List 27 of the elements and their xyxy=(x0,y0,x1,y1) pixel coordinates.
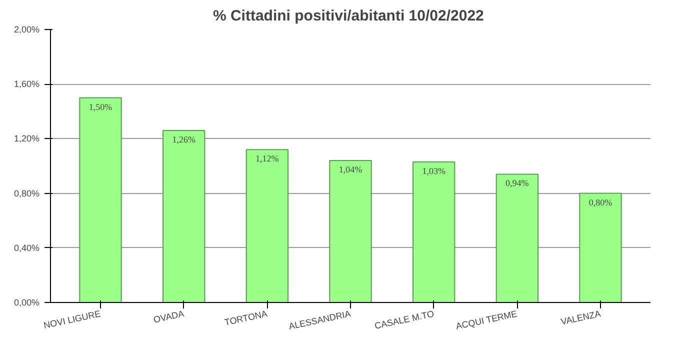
bar xyxy=(496,174,538,302)
x-tick-label: TORTONA xyxy=(224,308,268,328)
bar xyxy=(246,149,288,302)
x-tick-label: OVADA xyxy=(152,308,185,325)
data-label: 1,26% xyxy=(172,134,196,145)
y-tick-label: 0,00% xyxy=(14,298,40,308)
y-tick-label: 2,00% xyxy=(14,24,40,34)
data-label: 1,04% xyxy=(338,164,363,175)
data-label: 0,80% xyxy=(588,197,613,208)
y-tick-label: 1,60% xyxy=(14,79,40,90)
y-tick-label: 0,80% xyxy=(14,188,40,198)
data-label: 1,12% xyxy=(256,154,280,164)
data-label: 1,03% xyxy=(422,166,446,176)
data-label: 1,50% xyxy=(88,102,113,112)
x-tick-label: VALENZA xyxy=(560,308,602,327)
bar xyxy=(579,192,622,302)
chart-title: % Cittadini positivi/abitanti 10/02/2022 xyxy=(212,8,484,24)
bar xyxy=(329,160,372,302)
x-tick-label: ACQUI TERME xyxy=(454,308,518,332)
x-tick-label: CASALE M.TO xyxy=(374,308,435,331)
bar xyxy=(412,161,456,302)
y-tick-label: 0,40% xyxy=(14,242,40,253)
y-tick-label: 1,20% xyxy=(14,134,40,144)
bar xyxy=(79,97,122,302)
x-tick-label: NOVI LIGURE xyxy=(42,308,102,330)
data-label: 0,94% xyxy=(506,178,530,188)
bar xyxy=(162,130,206,302)
